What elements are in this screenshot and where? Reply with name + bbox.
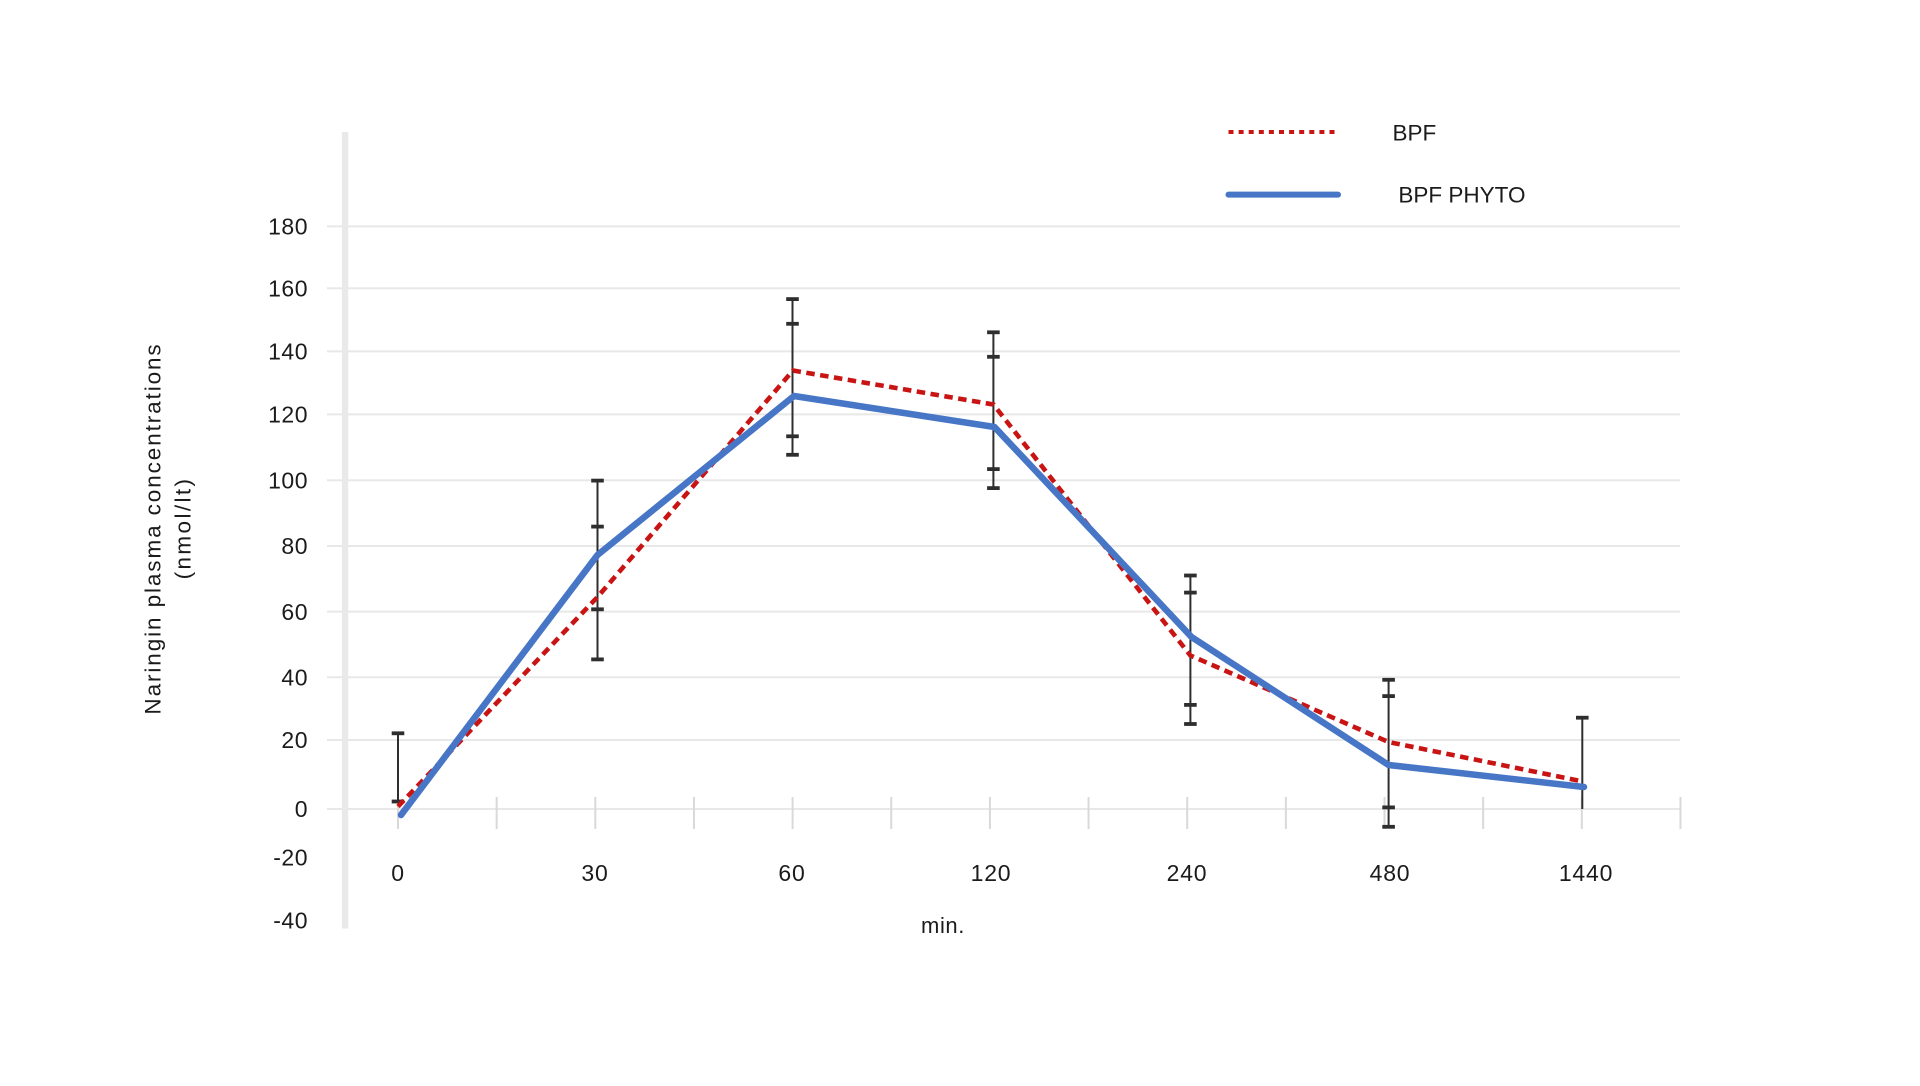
svg-text:0: 0 [295,796,308,822]
svg-text:-20: -20 [273,845,308,871]
svg-text:100: 100 [268,468,308,494]
svg-text:120: 120 [971,860,1012,886]
svg-text:40: 40 [281,665,308,691]
svg-text:180: 180 [268,214,308,240]
svg-text:120: 120 [268,402,308,428]
svg-text:BPF: BPF [1393,121,1437,146]
svg-text:-40: -40 [273,907,308,933]
svg-text:1440: 1440 [1559,860,1613,886]
svg-text:BPF PHYTO: BPF PHYTO [1398,182,1525,207]
svg-text:0: 0 [391,860,405,886]
svg-text:min.: min. [921,913,965,938]
svg-text:140: 140 [268,339,308,365]
svg-text:80: 80 [281,533,308,559]
svg-text:Naringin plasma concentrations: Naringin plasma concentrations [140,342,165,714]
svg-text:60: 60 [281,599,308,625]
svg-text:20: 20 [281,727,308,753]
svg-text:30: 30 [581,860,608,886]
svg-text:160: 160 [268,276,308,302]
svg-text:480: 480 [1370,860,1411,886]
svg-text:60: 60 [778,860,805,886]
svg-text:(nmol/lt): (nmol/lt) [170,477,195,580]
svg-text:240: 240 [1167,860,1208,886]
